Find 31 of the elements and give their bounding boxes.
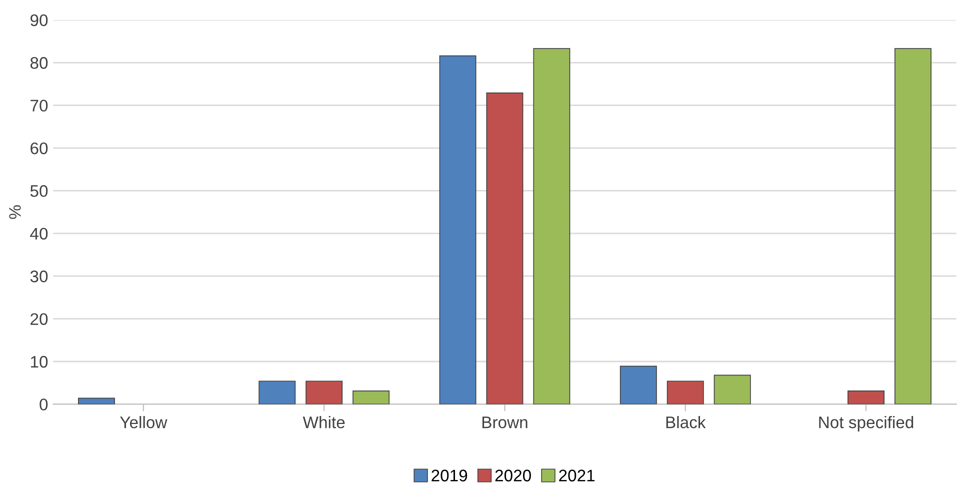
y-tick-label: 0: [40, 398, 48, 410]
bar: [620, 366, 657, 404]
bar: [894, 48, 932, 404]
bar: [533, 48, 570, 404]
y-tick-label: 80: [30, 57, 48, 69]
y-tick-label: 40: [30, 228, 48, 240]
bar: [666, 380, 704, 404]
y-tick-label: 70: [30, 100, 48, 112]
y-axis-title: %: [9, 205, 21, 219]
x-tick-label: Brown: [482, 416, 528, 428]
y-tick-label: 20: [30, 313, 48, 326]
y-tick-label: 10: [31, 356, 48, 368]
y-tick-label: 50: [30, 185, 48, 197]
legend-label: 2021: [559, 470, 595, 482]
x-tick-label: Not specified: [819, 416, 914, 432]
bar: [352, 390, 390, 404]
legend-label: 2019: [432, 470, 468, 482]
y-tick-label: 30: [30, 270, 48, 282]
bar: [258, 380, 296, 404]
x-tick-label: White: [302, 416, 345, 428]
bar: [714, 374, 751, 404]
bar: [486, 92, 524, 404]
bar: [306, 380, 343, 404]
y-tick-label: 90: [30, 14, 48, 26]
bar: [848, 390, 885, 404]
legend-label: 2020: [495, 470, 531, 482]
x-tick-label: Black: [666, 416, 706, 428]
bar: [439, 55, 476, 404]
y-tick-label: 60: [30, 142, 48, 154]
bar: [78, 398, 115, 404]
x-tick-label: Yellow: [120, 416, 168, 428]
